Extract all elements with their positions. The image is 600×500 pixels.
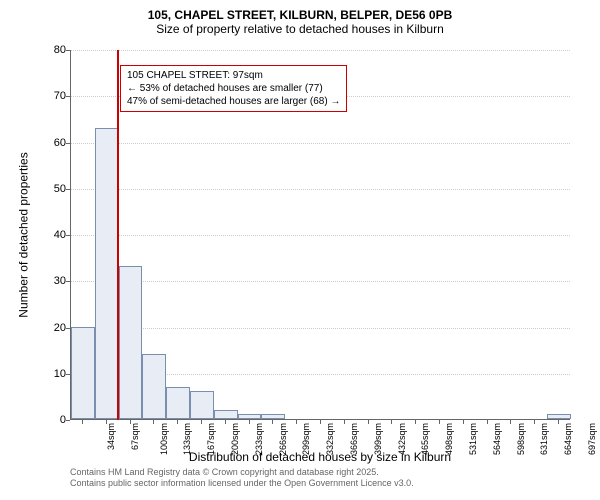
- ytick-label: 70: [54, 90, 66, 102]
- xtick-mark: [439, 420, 440, 424]
- xtick-mark: [106, 420, 107, 424]
- xtick-mark: [296, 420, 297, 424]
- chart-title-line2: Size of property relative to detached ho…: [0, 22, 600, 36]
- histogram-bar: [238, 414, 262, 419]
- xtick-mark: [177, 420, 178, 424]
- annotation-line2: ← 53% of detached houses are smaller (77…: [127, 82, 340, 95]
- xtick-mark: [130, 420, 131, 424]
- xtick-mark: [510, 420, 511, 424]
- xtick-mark: [225, 420, 226, 424]
- ytick-label: 60: [54, 137, 66, 149]
- xtick-mark: [534, 420, 535, 424]
- ytick-label: 30: [54, 275, 66, 287]
- histogram-bar: [261, 414, 285, 419]
- x-axis-label: Distribution of detached houses by size …: [70, 450, 570, 464]
- histogram-bar: [547, 414, 571, 419]
- histogram-bar: [166, 387, 190, 419]
- xtick-mark: [272, 420, 273, 424]
- ytick-label: 10: [54, 368, 66, 380]
- xtick-label: 697sqm: [587, 423, 597, 455]
- xtick-mark: [368, 420, 369, 424]
- xtick-mark: [153, 420, 154, 424]
- histogram-bar: [214, 410, 238, 419]
- histogram-bar: [142, 354, 166, 419]
- xtick-label: 67sqm: [130, 423, 140, 450]
- xtick-mark: [487, 420, 488, 424]
- annotation-line3: 47% of semi-detached houses are larger (…: [127, 95, 340, 108]
- y-axis-label: Number of detached properties: [16, 50, 32, 420]
- ytick-label: 50: [54, 183, 66, 195]
- xtick-mark: [249, 420, 250, 424]
- xtick-mark: [391, 420, 392, 424]
- ytick-mark: [66, 420, 70, 421]
- ytick-label: 40: [54, 229, 66, 241]
- histogram-bar: [119, 266, 143, 419]
- xtick-mark: [201, 420, 202, 424]
- xtick-mark: [415, 420, 416, 424]
- xtick-mark: [558, 420, 559, 424]
- ytick-label: 80: [54, 44, 66, 56]
- xtick-label: 34sqm: [106, 423, 116, 450]
- footer-copyright-line2: Contains public sector information licen…: [70, 478, 414, 488]
- xtick-mark: [320, 420, 321, 424]
- histogram-bar: [95, 128, 119, 419]
- xtick-mark: [82, 420, 83, 424]
- chart-title-line1: 105, CHAPEL STREET, KILBURN, BELPER, DE5…: [0, 8, 600, 22]
- chart-title-block: 105, CHAPEL STREET, KILBURN, BELPER, DE5…: [0, 8, 600, 36]
- reference-annotation-box: 105 CHAPEL STREET: 97sqm ← 53% of detach…: [120, 65, 347, 112]
- histogram-bar: [71, 327, 95, 420]
- histogram-bar: [190, 391, 214, 419]
- footer-copyright-line1: Contains HM Land Registry data © Crown c…: [70, 467, 379, 477]
- xtick-mark: [344, 420, 345, 424]
- annotation-line1: 105 CHAPEL STREET: 97sqm: [127, 69, 340, 82]
- xtick-mark: [463, 420, 464, 424]
- ytick-label: 20: [54, 322, 66, 334]
